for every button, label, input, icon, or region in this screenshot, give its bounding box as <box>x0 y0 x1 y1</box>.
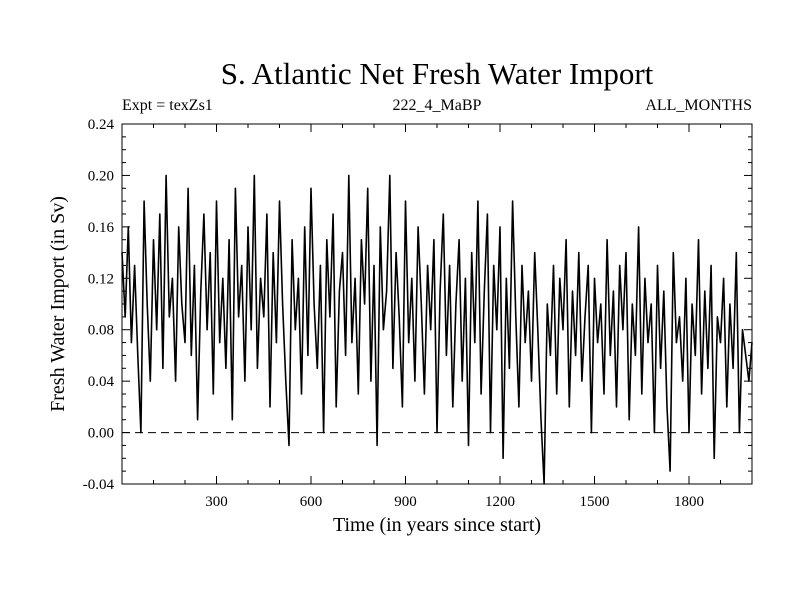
y-tick-label: 0.00 <box>88 426 114 442</box>
series-line-0 <box>121 174 753 485</box>
x-tick-label: 600 <box>300 494 323 510</box>
y-tick-label: 0.20 <box>88 168 114 184</box>
x-tick-label: 1800 <box>674 494 704 510</box>
x-tick-label: 1500 <box>580 494 610 510</box>
y-tick-label: 0.16 <box>88 220 115 236</box>
chart-title: S. Atlantic Net Fresh Water Import <box>221 56 654 91</box>
x-tick-label: 1200 <box>485 494 515 510</box>
subtitle-center: 222_4_MaBP <box>393 97 482 114</box>
y-tick-label: 0.12 <box>88 271 114 287</box>
x-tick-label: 300 <box>205 494 228 510</box>
y-tick-label: 0.24 <box>88 117 115 133</box>
y-tick-label: -0.04 <box>83 477 115 493</box>
y-tick-label: 0.08 <box>88 323 114 339</box>
y-tick-label: 0.04 <box>88 374 115 390</box>
y-axis-label: Fresh Water Import (in Sv) <box>47 196 69 412</box>
subtitle-left: Expt = texZs1 <box>122 97 213 114</box>
x-axis-label: Time (in years since start) <box>333 514 541 536</box>
x-tick-label: 900 <box>394 494 417 510</box>
subtitle-right: ALL_MONTHS <box>645 97 752 114</box>
